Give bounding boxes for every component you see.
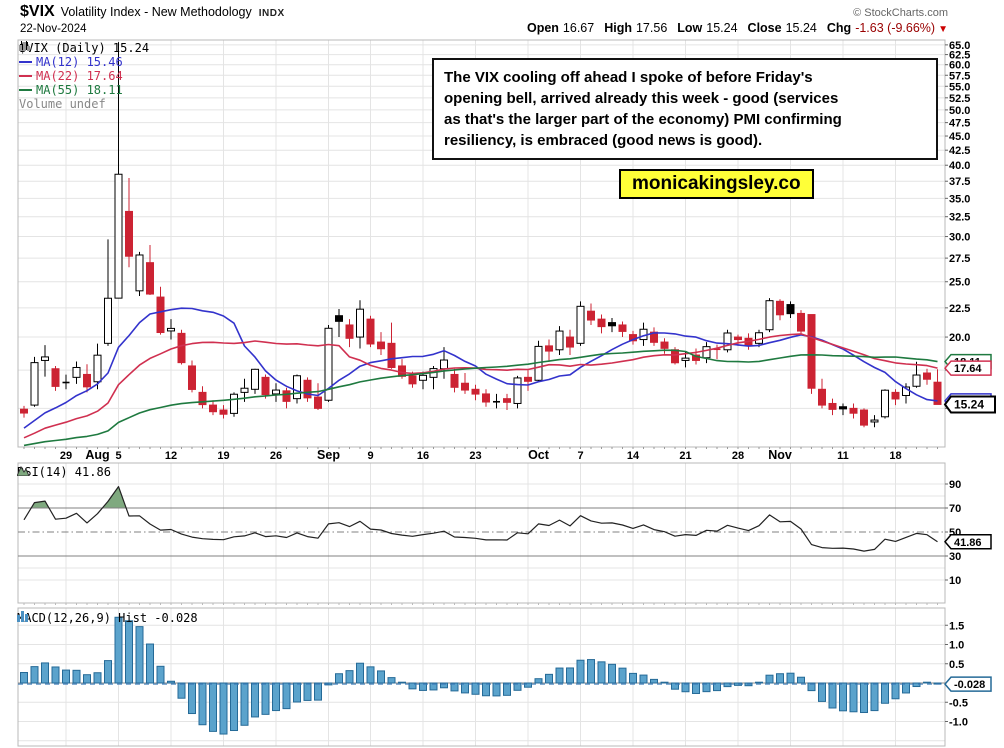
svg-text:14: 14 [627,450,640,462]
svg-text:55.0: 55.0 [949,81,970,93]
legend-ma22: MA(22) 17.64 [36,69,123,83]
symbol: $VIX [20,3,55,20]
svg-text:-0.5: -0.5 [949,697,968,709]
down-triangle-icon: ▼ [938,24,948,35]
legend-ma55: MA(55) 18.11 [36,83,123,97]
ohlc-quote-strip: Open 16.67 High 17.56 Low 15.24 Close 15… [517,21,948,35]
svg-text:22.5: 22.5 [949,303,970,315]
svg-text:90: 90 [949,479,961,491]
svg-text:15.24: 15.24 [954,397,984,411]
svg-text:12: 12 [165,450,177,462]
svg-text:1.0: 1.0 [949,640,964,652]
rsi-area-icon [17,465,29,476]
svg-text:50.0: 50.0 [949,105,970,117]
svg-text:11: 11 [837,450,849,462]
rsi-label: RSI(14) 41.86 [17,465,111,479]
close-label: Close [747,21,782,35]
legend-symbol: $VIX (Daily) 15.24 [19,41,150,55]
chg-label: Chg [826,21,852,35]
symbol-name: Volatility Index - New Methodology [60,5,252,19]
svg-text:21: 21 [679,450,691,462]
svg-text:32.5: 32.5 [949,212,970,224]
svg-text:41.86: 41.86 [954,537,982,549]
open-label: Open [526,21,559,35]
ma12-line-icon [19,61,32,63]
svg-text:23: 23 [469,450,481,462]
svg-text:30: 30 [949,551,961,563]
open-value: 16.67 [562,21,595,35]
svg-text:Sep: Sep [317,448,340,462]
svg-text:17.64: 17.64 [954,363,982,375]
ma22-line-icon [19,75,32,77]
svg-text:25.0: 25.0 [949,277,970,289]
svg-text:-0.028: -0.028 [954,679,985,691]
svg-text:30.0: 30.0 [949,232,970,244]
svg-text:Nov: Nov [768,448,792,462]
low-label: Low [677,21,703,35]
svg-text:60.0: 60.0 [949,60,970,72]
svg-text:27.5: 27.5 [949,253,970,265]
legend-ma12: MA(12) 15.46 [36,55,123,69]
svg-text:70: 70 [949,503,961,515]
svg-text:20.0: 20.0 [949,332,970,344]
rsi-legend: RSI(14) 41.86 [17,465,111,479]
svg-text:37.5: 37.5 [949,176,970,188]
chart-subheader: 22-Nov-2024 Open 16.67 High 17.56 Low 15… [20,21,948,35]
chg-value: -1.63 (-9.66%) [855,21,936,35]
annotation-line: opening bell, arrived already this week … [444,90,839,107]
svg-text:5: 5 [115,450,121,462]
svg-text:65.0: 65.0 [949,40,970,52]
svg-text:57.5: 57.5 [949,70,970,82]
copyright: © StockCharts.com [853,7,948,19]
svg-text:10: 10 [949,575,961,587]
svg-text:Aug: Aug [85,448,109,462]
chart-header: $VIX Volatility Index - New Methodology … [20,3,948,21]
annotation-line: resiliency, is embraced (good news is go… [444,132,763,149]
svg-text:47.5: 47.5 [949,118,970,130]
svg-text:28: 28 [732,450,744,462]
svg-text:7: 7 [577,450,583,462]
close-value: 15.24 [785,21,817,35]
svg-text:-1.0: -1.0 [949,717,968,729]
annotation-line: as that's the larger part of the economy… [444,111,842,128]
svg-text:16: 16 [417,450,429,462]
exchange-label: INDX [258,8,285,19]
annotation-line: The VIX cooling off ahead I spoke of bef… [444,69,813,86]
watermark: monicakingsley.co [619,169,814,199]
macd-legend: MACD(12,26,9) Hist -0.028 [17,611,198,625]
svg-text:42.5: 42.5 [949,145,970,157]
svg-text:52.5: 52.5 [949,93,970,105]
legend-volume: Volume undef [19,97,106,111]
svg-text:62.5: 62.5 [949,50,970,62]
svg-text:Oct: Oct [528,448,550,462]
svg-text:40.0: 40.0 [949,160,970,172]
low-value: 15.24 [706,21,738,35]
price-legend: $VIX (Daily) 15.24 MA(12) 15.46 MA(22) 1… [19,41,149,111]
ma55-line-icon [19,89,32,91]
svg-text:29: 29 [60,450,72,462]
svg-text:9: 9 [367,450,373,462]
svg-text:18: 18 [889,450,901,462]
svg-text:0.5: 0.5 [949,659,964,671]
svg-text:45.0: 45.0 [949,131,970,143]
svg-text:19: 19 [217,450,229,462]
chart-date: 22-Nov-2024 [20,23,87,35]
macd-label: MACD(12,26,9) Hist -0.028 [17,611,198,625]
svg-text:35.0: 35.0 [949,193,970,205]
annotation-box: The VIX cooling off ahead I spoke of bef… [432,58,938,160]
high-label: High [604,21,632,35]
svg-text:26: 26 [270,450,282,462]
svg-text:1.5: 1.5 [949,620,964,632]
volume-icon [19,42,30,51]
high-value: 17.56 [635,21,668,35]
macd-hist-icon [17,611,28,622]
